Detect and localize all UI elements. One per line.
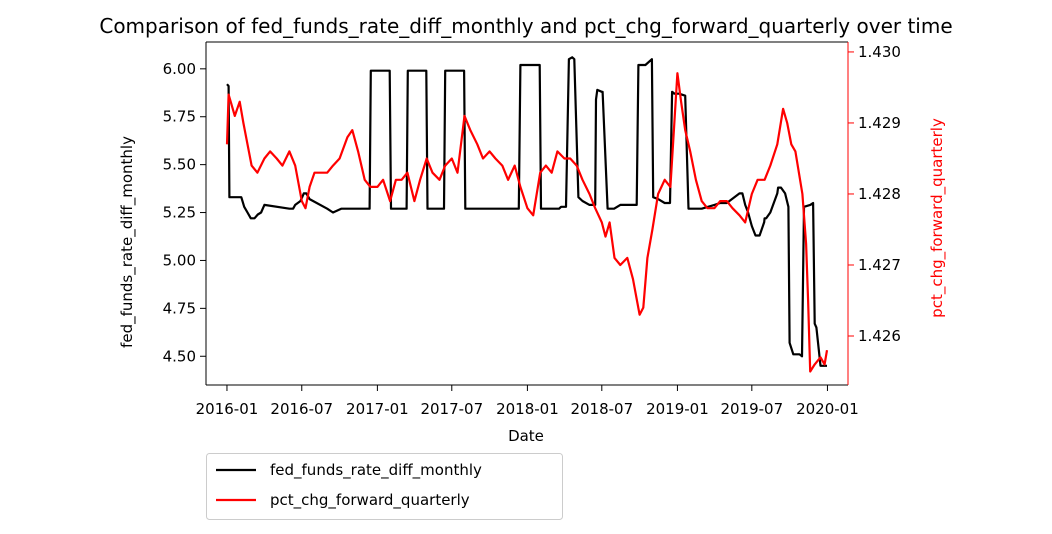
y-right-tick-label-4: 1.430 <box>858 43 901 61</box>
x-axis-label: Date <box>508 427 544 445</box>
chart-title: Comparison of fed_funds_rate_diff_monthl… <box>99 14 952 38</box>
legend-label-0: fed_funds_rate_diff_monthly <box>270 461 482 480</box>
y-left-tick-label-6: 6.00 <box>163 60 196 78</box>
y-right-tick-label-1: 1.427 <box>858 256 901 274</box>
y-left-tick-label-2: 5.00 <box>163 251 196 269</box>
x-tick-label-3: 2017-07 <box>420 400 483 418</box>
x-tick-label-0: 2016-01 <box>196 400 259 418</box>
x-tick-label-4: 2018-01 <box>496 400 559 418</box>
x-tick-label-1: 2016-07 <box>270 400 333 418</box>
y-left-tick-label-0: 4.50 <box>163 347 196 365</box>
plot-area: 2016-01 2016-07 2017-01 2017-07 2018-01 2018-… <box>163 41 901 418</box>
x-tick-label-7: 2019-07 <box>720 400 783 418</box>
y-left-tick-label-5: 5.75 <box>163 108 196 126</box>
y-axis-left-label: fed_funds_rate_diff_monthly <box>118 136 137 348</box>
y-left-tick-label-3: 5.25 <box>163 204 196 222</box>
x-tick-label-5: 2018-07 <box>570 400 633 418</box>
x-tick-label-6: 2019-01 <box>646 400 709 418</box>
y-right-tick-label-3: 1.429 <box>858 114 901 132</box>
series-line-1 <box>225 72 829 373</box>
legend: fed_funds_rate_diff_monthly pct_chg_forwa… <box>206 453 563 520</box>
series-line-0 <box>226 56 827 367</box>
y-right-tick-label-0: 1.426 <box>858 327 901 345</box>
y-left-tick-label-4: 5.50 <box>163 156 196 174</box>
y-axis-right-label: pct_chg_forward_quarterly <box>928 118 947 318</box>
x-tick-label-2: 2017-01 <box>346 400 409 418</box>
y-left-tick-label-1: 4.75 <box>163 299 196 317</box>
legend-label-1: pct_chg_forward_quarterly <box>270 491 470 510</box>
legend-frame <box>206 453 563 520</box>
y-right-tick-label-2: 1.428 <box>858 185 901 203</box>
x-tick-label-8: 2020-01 <box>796 400 859 418</box>
